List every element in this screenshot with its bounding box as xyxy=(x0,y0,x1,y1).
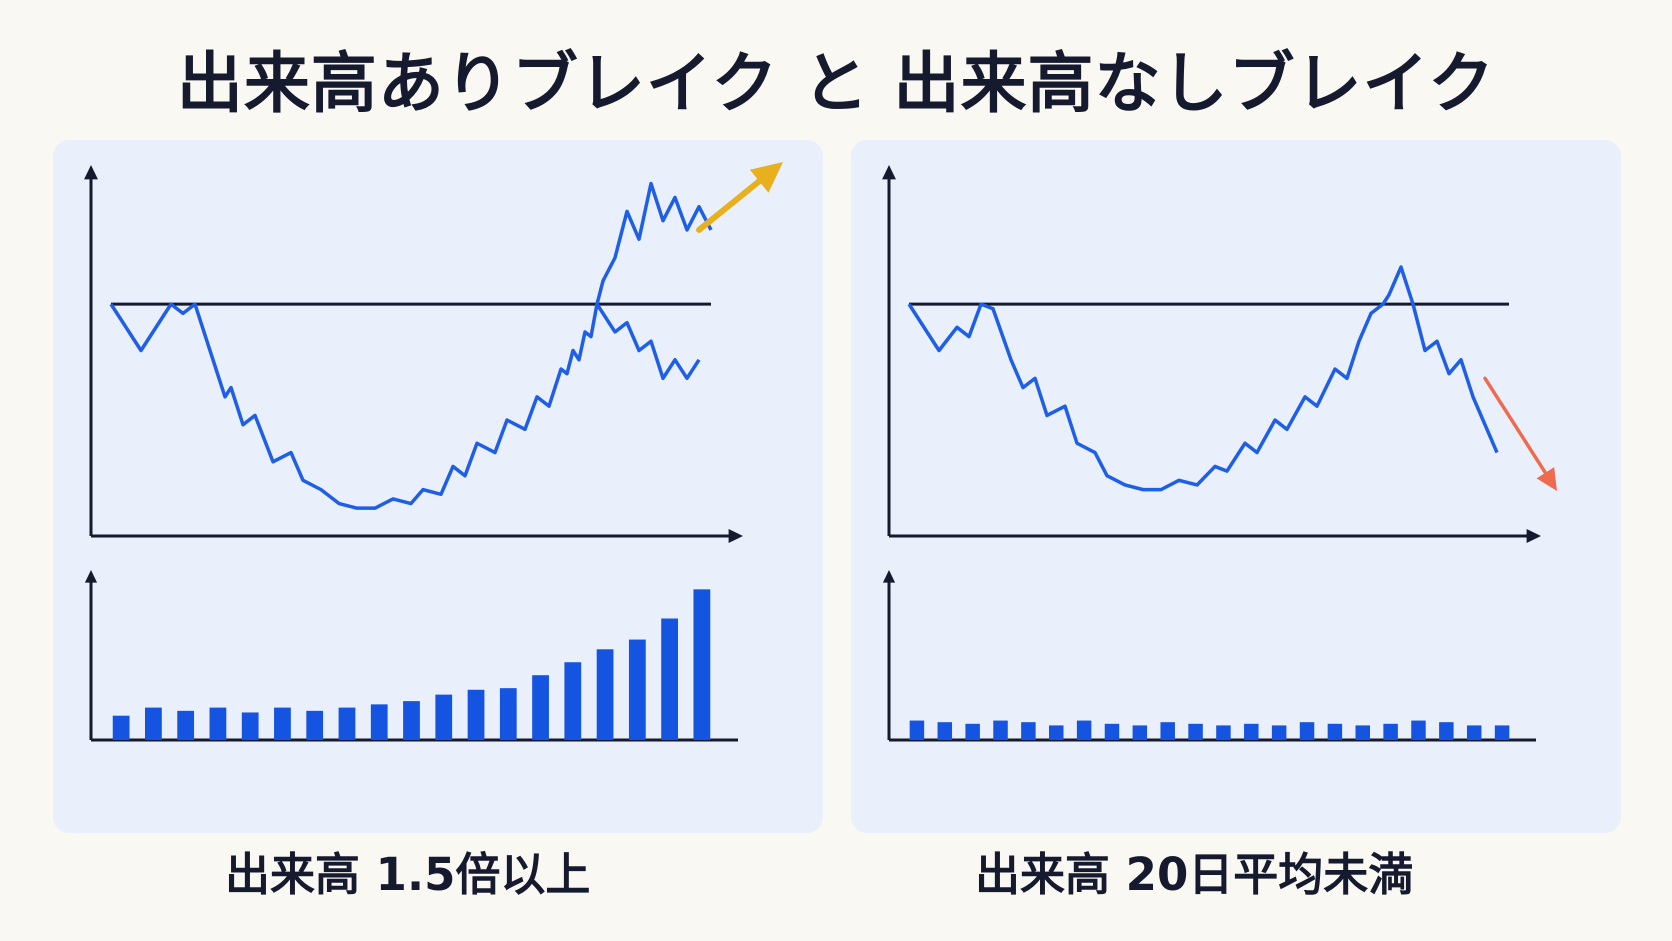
left-failed-breakout-line xyxy=(595,303,701,381)
right-volume-bar xyxy=(993,720,1008,740)
right-volume-bar xyxy=(1327,723,1343,740)
left-volume-bar xyxy=(693,589,711,740)
right-volume-bar xyxy=(1355,725,1370,740)
right-volume-bar xyxy=(1049,725,1064,740)
right-volume-bar xyxy=(1244,723,1259,740)
left-volume-bar xyxy=(661,618,678,740)
left-volume-bar xyxy=(145,707,162,740)
left-volume-bar xyxy=(467,689,485,740)
right-volume-bar xyxy=(1271,725,1287,740)
chart-without-volume xyxy=(882,165,1557,742)
right-volume-bar xyxy=(1466,725,1482,740)
caption-without-volume: 出来高 20日平均未満 xyxy=(975,848,1414,901)
chart-with-volume xyxy=(84,162,783,742)
left-breakout-up-arrow xyxy=(696,173,768,233)
left-volume-bar xyxy=(241,712,259,740)
left-price-x-axis-arrow-icon xyxy=(728,529,743,543)
left-volume-bar xyxy=(274,707,291,740)
left-volume-bar xyxy=(370,704,388,740)
left-volume-bar xyxy=(596,649,614,740)
right-volume-bar xyxy=(1494,725,1510,740)
down-arrow-icon xyxy=(1536,467,1557,491)
right-volume-bar xyxy=(1411,720,1426,740)
right-volume-bar xyxy=(1299,722,1315,740)
caption-with-volume: 出来高 1.5倍以上 xyxy=(225,848,591,901)
right-volume-bar xyxy=(1076,720,1092,740)
right-breakout-down-arrow xyxy=(1483,376,1550,479)
left-volume-bar xyxy=(435,694,453,740)
left-volume-bar xyxy=(628,639,646,740)
right-volume-bar xyxy=(1439,722,1454,740)
right-volume-bar xyxy=(1383,723,1398,740)
left-volume-bar xyxy=(177,710,195,740)
right-volume-bar xyxy=(937,722,953,740)
right-volume-bar xyxy=(1104,723,1120,740)
panel-without-volume xyxy=(851,140,1621,833)
left-volume-bar xyxy=(306,710,324,740)
left-price-line xyxy=(109,181,713,510)
up-arrow-icon xyxy=(749,162,783,193)
left-volume-bar xyxy=(564,662,582,740)
panel-with-volume xyxy=(53,140,823,833)
left-volume-bar xyxy=(532,675,549,740)
page-title: 出来高ありブレイク と 出来高なしブレイク xyxy=(176,45,1496,122)
left-volume-bar xyxy=(499,688,517,740)
right-volume-bar xyxy=(1160,722,1175,740)
right-volume-bar xyxy=(965,723,980,740)
right-price-line xyxy=(907,265,1499,492)
right-volume-y-axis-arrow-icon xyxy=(882,570,896,583)
left-volume-bar xyxy=(209,707,227,740)
right-volume-bar xyxy=(1216,725,1231,740)
right-volume-bar xyxy=(909,720,925,740)
left-volume-bar xyxy=(338,707,356,740)
left-volume-y-axis-arrow-icon xyxy=(84,570,98,583)
right-volume-bar xyxy=(1132,725,1148,740)
right-volume-bar xyxy=(1188,723,1203,740)
left-price-y-axis-arrow-icon xyxy=(84,165,98,180)
right-price-x-axis-arrow-icon xyxy=(1526,529,1541,543)
left-volume-bar xyxy=(112,715,130,740)
right-price-y-axis-arrow-icon xyxy=(882,165,896,180)
left-volume-bar xyxy=(403,701,420,740)
right-volume-bar xyxy=(1021,722,1036,740)
